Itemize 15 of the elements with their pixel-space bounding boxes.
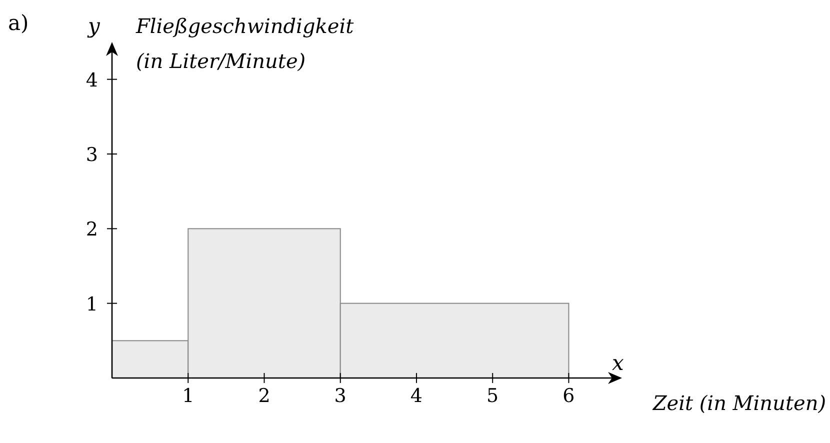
y-tick-label: 2 xyxy=(86,218,98,241)
annotation: x xyxy=(612,351,624,375)
x-tick-label: 6 xyxy=(562,385,575,407)
y-tick-label: 3 xyxy=(86,144,98,166)
text: y xyxy=(87,14,101,38)
x-tick-label: 4 xyxy=(410,385,423,407)
y-tick-label: 4 xyxy=(86,69,98,92)
x-tick-label: 3 xyxy=(334,385,346,407)
y-tick-label: 1 xyxy=(86,293,98,316)
x-tick-label: 5 xyxy=(486,385,499,407)
y-axis-title: Fließgeschwindigkeit (in Liter/Minute) xyxy=(135,14,355,73)
text: a) xyxy=(8,11,29,35)
x-axis-title: Zeit (in Minuten) xyxy=(652,391,826,415)
x-tick-label: 1 xyxy=(182,385,194,407)
x-tick-label: 2 xyxy=(258,385,270,407)
